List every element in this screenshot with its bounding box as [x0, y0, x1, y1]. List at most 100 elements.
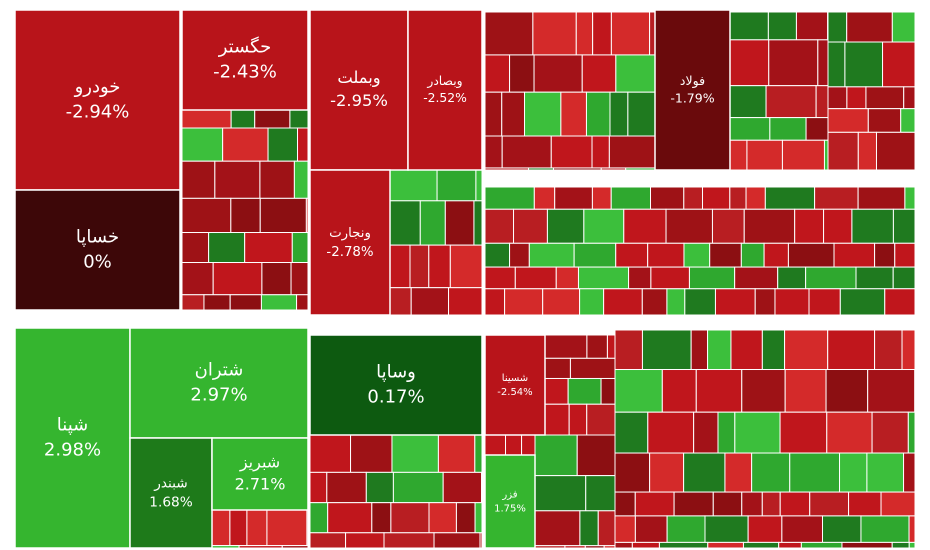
tile-filler	[350, 434, 393, 473]
tile-value: 2.71%	[235, 475, 286, 494]
tile-filler	[573, 242, 617, 268]
tile-filler	[181, 262, 214, 296]
tile-filler	[567, 377, 602, 405]
tile-filler	[586, 403, 616, 436]
tile-filler	[688, 266, 736, 290]
tile-filler	[509, 54, 535, 93]
tile-filler	[784, 329, 829, 371]
tile-filler	[892, 208, 916, 244]
tile-filler	[634, 491, 675, 517]
tile-filler	[603, 545, 616, 549]
tile-filler	[901, 329, 916, 371]
tile-filler	[569, 357, 616, 379]
tile-filler	[442, 471, 483, 504]
tile-filler	[371, 502, 392, 534]
tile-filler	[345, 532, 385, 549]
tile-filler	[649, 452, 685, 493]
tile-name: حگستر	[218, 35, 272, 57]
tile-filler	[693, 411, 719, 454]
tile-filler	[821, 515, 862, 543]
tile-filler	[591, 186, 612, 210]
tile-filler	[254, 109, 291, 129]
tile-filler	[615, 242, 649, 268]
tile-filler	[428, 502, 457, 534]
tile-filler	[609, 91, 629, 137]
tile-filler	[871, 411, 909, 454]
tile-filler	[614, 541, 633, 549]
tile-filler	[389, 287, 412, 316]
tile-filler	[181, 127, 224, 162]
tile	[309, 334, 483, 436]
tile-filler	[586, 334, 608, 359]
tile-value: -2.95%	[330, 91, 388, 110]
tile-filler	[392, 471, 444, 504]
tile-filler	[904, 186, 916, 210]
tile-filler	[181, 160, 216, 199]
tile-filler	[389, 169, 438, 202]
tile-filler	[203, 294, 231, 311]
tile-filler	[579, 288, 605, 316]
tile-filler	[600, 377, 616, 405]
tile-filler	[741, 491, 763, 517]
tile-filler	[729, 139, 748, 171]
tile-filler	[647, 411, 695, 454]
tile-filler	[211, 509, 231, 547]
tile-filler	[433, 532, 481, 549]
tile-filler	[474, 502, 483, 534]
tile-filler	[592, 11, 612, 56]
tile-filler	[683, 242, 711, 268]
tile-filler	[513, 208, 548, 244]
tile-value: 0%	[83, 252, 112, 273]
tile-filler	[880, 491, 916, 517]
tile-filler	[479, 532, 483, 549]
tile-filler	[833, 242, 876, 268]
tile-filler	[634, 515, 668, 543]
tile-filler	[244, 232, 293, 264]
tile-filler	[729, 39, 770, 87]
tile-filler	[855, 266, 894, 290]
tile-filler	[603, 288, 643, 316]
tile	[181, 9, 309, 111]
tile-filler	[743, 208, 796, 244]
tile-filler	[309, 471, 328, 504]
tile-name: شبریز	[239, 452, 280, 472]
tile-filler	[860, 515, 910, 543]
tile-filler	[874, 242, 896, 268]
tile-name: شسینا	[502, 373, 528, 384]
tile-filler	[614, 491, 636, 517]
tile	[129, 437, 213, 549]
tile-filler	[579, 510, 599, 547]
tile-filler	[908, 515, 916, 543]
tile-filler	[865, 86, 905, 110]
tile-filler	[730, 329, 763, 371]
sector-header	[0, 0, 930, 10]
tile-value: -2.52%	[423, 91, 467, 105]
tile-filler	[814, 186, 859, 210]
tile-filler	[455, 502, 476, 534]
tile-filler	[900, 108, 916, 133]
tile-filler	[839, 452, 868, 493]
tile-filler	[560, 91, 587, 137]
tile-filler	[778, 541, 802, 549]
tile-filler	[827, 131, 859, 171]
tile-value: 2.97%	[190, 385, 247, 406]
tile-filler	[597, 510, 616, 547]
tile-filler	[365, 471, 394, 504]
tile-filler	[740, 242, 765, 268]
tile-filler	[882, 41, 916, 88]
tile-filler	[702, 186, 731, 210]
tile-name: وبصادر	[426, 74, 462, 89]
tile-filler	[544, 403, 570, 436]
tile-filler	[484, 54, 511, 93]
tile-filler	[614, 411, 649, 454]
tile-filler	[658, 541, 709, 549]
tile-filler	[524, 91, 562, 137]
tile-value: 1.75%	[494, 504, 526, 515]
tile-filler	[575, 11, 594, 56]
tile-filler	[779, 411, 828, 454]
tile-filler	[908, 541, 916, 549]
tile-filler	[260, 294, 298, 311]
tile-filler	[751, 452, 791, 493]
tile-filler	[903, 86, 916, 110]
tile-filler	[741, 369, 786, 413]
